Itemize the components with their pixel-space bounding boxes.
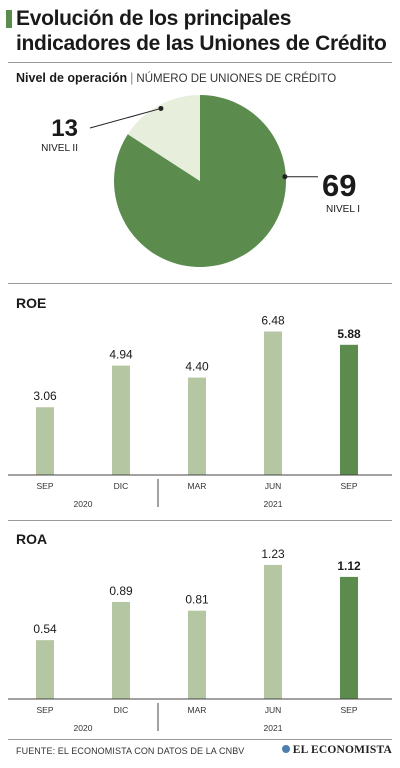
bar: [112, 601, 130, 699]
bar-value-label: 0.81: [185, 593, 209, 607]
pie-label-nivel-i: NIVEL I: [326, 204, 360, 215]
x-tick-label: MAR: [188, 481, 207, 491]
year-label: 2020: [74, 499, 93, 509]
bar: [264, 564, 282, 699]
x-tick-label: JUN: [265, 705, 282, 715]
x-tick-label: SEP: [340, 705, 357, 715]
pie-subheading-label: Nivel de operación: [16, 71, 128, 85]
leader-dot-nivel-i: [282, 174, 288, 180]
leader-line-nivel-ii: [89, 107, 162, 129]
title-line-1: Evolución de los principales: [16, 7, 292, 30]
bar: [340, 576, 358, 699]
bar: [188, 377, 206, 475]
x-tick-label: SEP: [36, 481, 53, 491]
pie-slice-nivel-ii: [127, 94, 200, 181]
pie-value-nivel-i: 69: [322, 168, 356, 203]
bar-value-label: 4.40: [185, 360, 209, 374]
year-label: 2020: [74, 723, 93, 733]
pie-subheading: Nivel de operación | NÚMERO DE UNIONES DE …: [16, 71, 336, 85]
leader-dot-nivel-ii: [158, 105, 164, 111]
pie-subheading-unit: NÚMERO DE UNIONES DE CRÉDITO: [136, 73, 337, 85]
year-label: 2021: [264, 723, 283, 733]
x-tick-label: SEP: [340, 481, 357, 491]
bar: [36, 407, 54, 475]
pie-label-nivel-ii: NIVEL II: [41, 143, 78, 154]
bar-value-label: 1.23: [261, 547, 285, 561]
pie-subheading-separator: |: [130, 71, 134, 85]
title-divider: [8, 62, 392, 63]
x-tick-label: SEP: [36, 705, 53, 715]
x-tick-label: JUN: [265, 481, 282, 491]
bar: [36, 640, 54, 699]
bar-value-label: 0.89: [109, 584, 133, 598]
roe-bar-chart: 3.06 SEP 4.94 DIC 4.40 MAR 6.48 JUN 5.88 SEP 2020 2…: [8, 314, 392, 509]
bar-value-label: 5.88: [337, 327, 361, 341]
roe-divider: [8, 520, 392, 521]
pie-value-nivel-ii: 13: [51, 115, 78, 142]
brand-logo: EL ECONOMISTA: [281, 744, 392, 756]
footer-divider: [8, 739, 392, 740]
bar-value-label: 6.48: [261, 314, 285, 328]
bar: [264, 331, 282, 475]
year-label: 2021: [264, 499, 283, 509]
bar: [340, 344, 358, 475]
bar-value-label: 1.12: [337, 559, 361, 573]
x-tick-label: DIC: [114, 705, 129, 715]
x-tick-label: MAR: [188, 705, 207, 715]
title-line-2: indicadores de las Uniones de Crédito: [16, 32, 387, 55]
bar: [112, 365, 130, 475]
roa-title: ROA: [16, 531, 48, 547]
source-note: FUENTE: EL ECONOMISTA CON DATOS DE LA CN…: [16, 746, 245, 756]
title-accent-bar: [6, 10, 12, 28]
bar-value-label: 4.94: [109, 348, 133, 362]
bar-value-label: 3.06: [33, 389, 57, 403]
chart-title: Evolución de los principales indicadores…: [16, 6, 396, 56]
bar: [188, 610, 206, 699]
x-tick-label: DIC: [114, 481, 129, 491]
brand-globe-icon: [281, 745, 290, 753]
bar-value-label: 0.54: [33, 622, 57, 636]
roe-title: ROE: [16, 295, 47, 311]
pie-divider: [8, 283, 392, 284]
roa-bar-chart: 0.54 SEP 0.89 DIC 0.81 MAR 1.23 JUN 1.12 SEP 2020 2…: [8, 547, 392, 733]
brand-name: EL ECONOMISTA: [292, 744, 392, 756]
